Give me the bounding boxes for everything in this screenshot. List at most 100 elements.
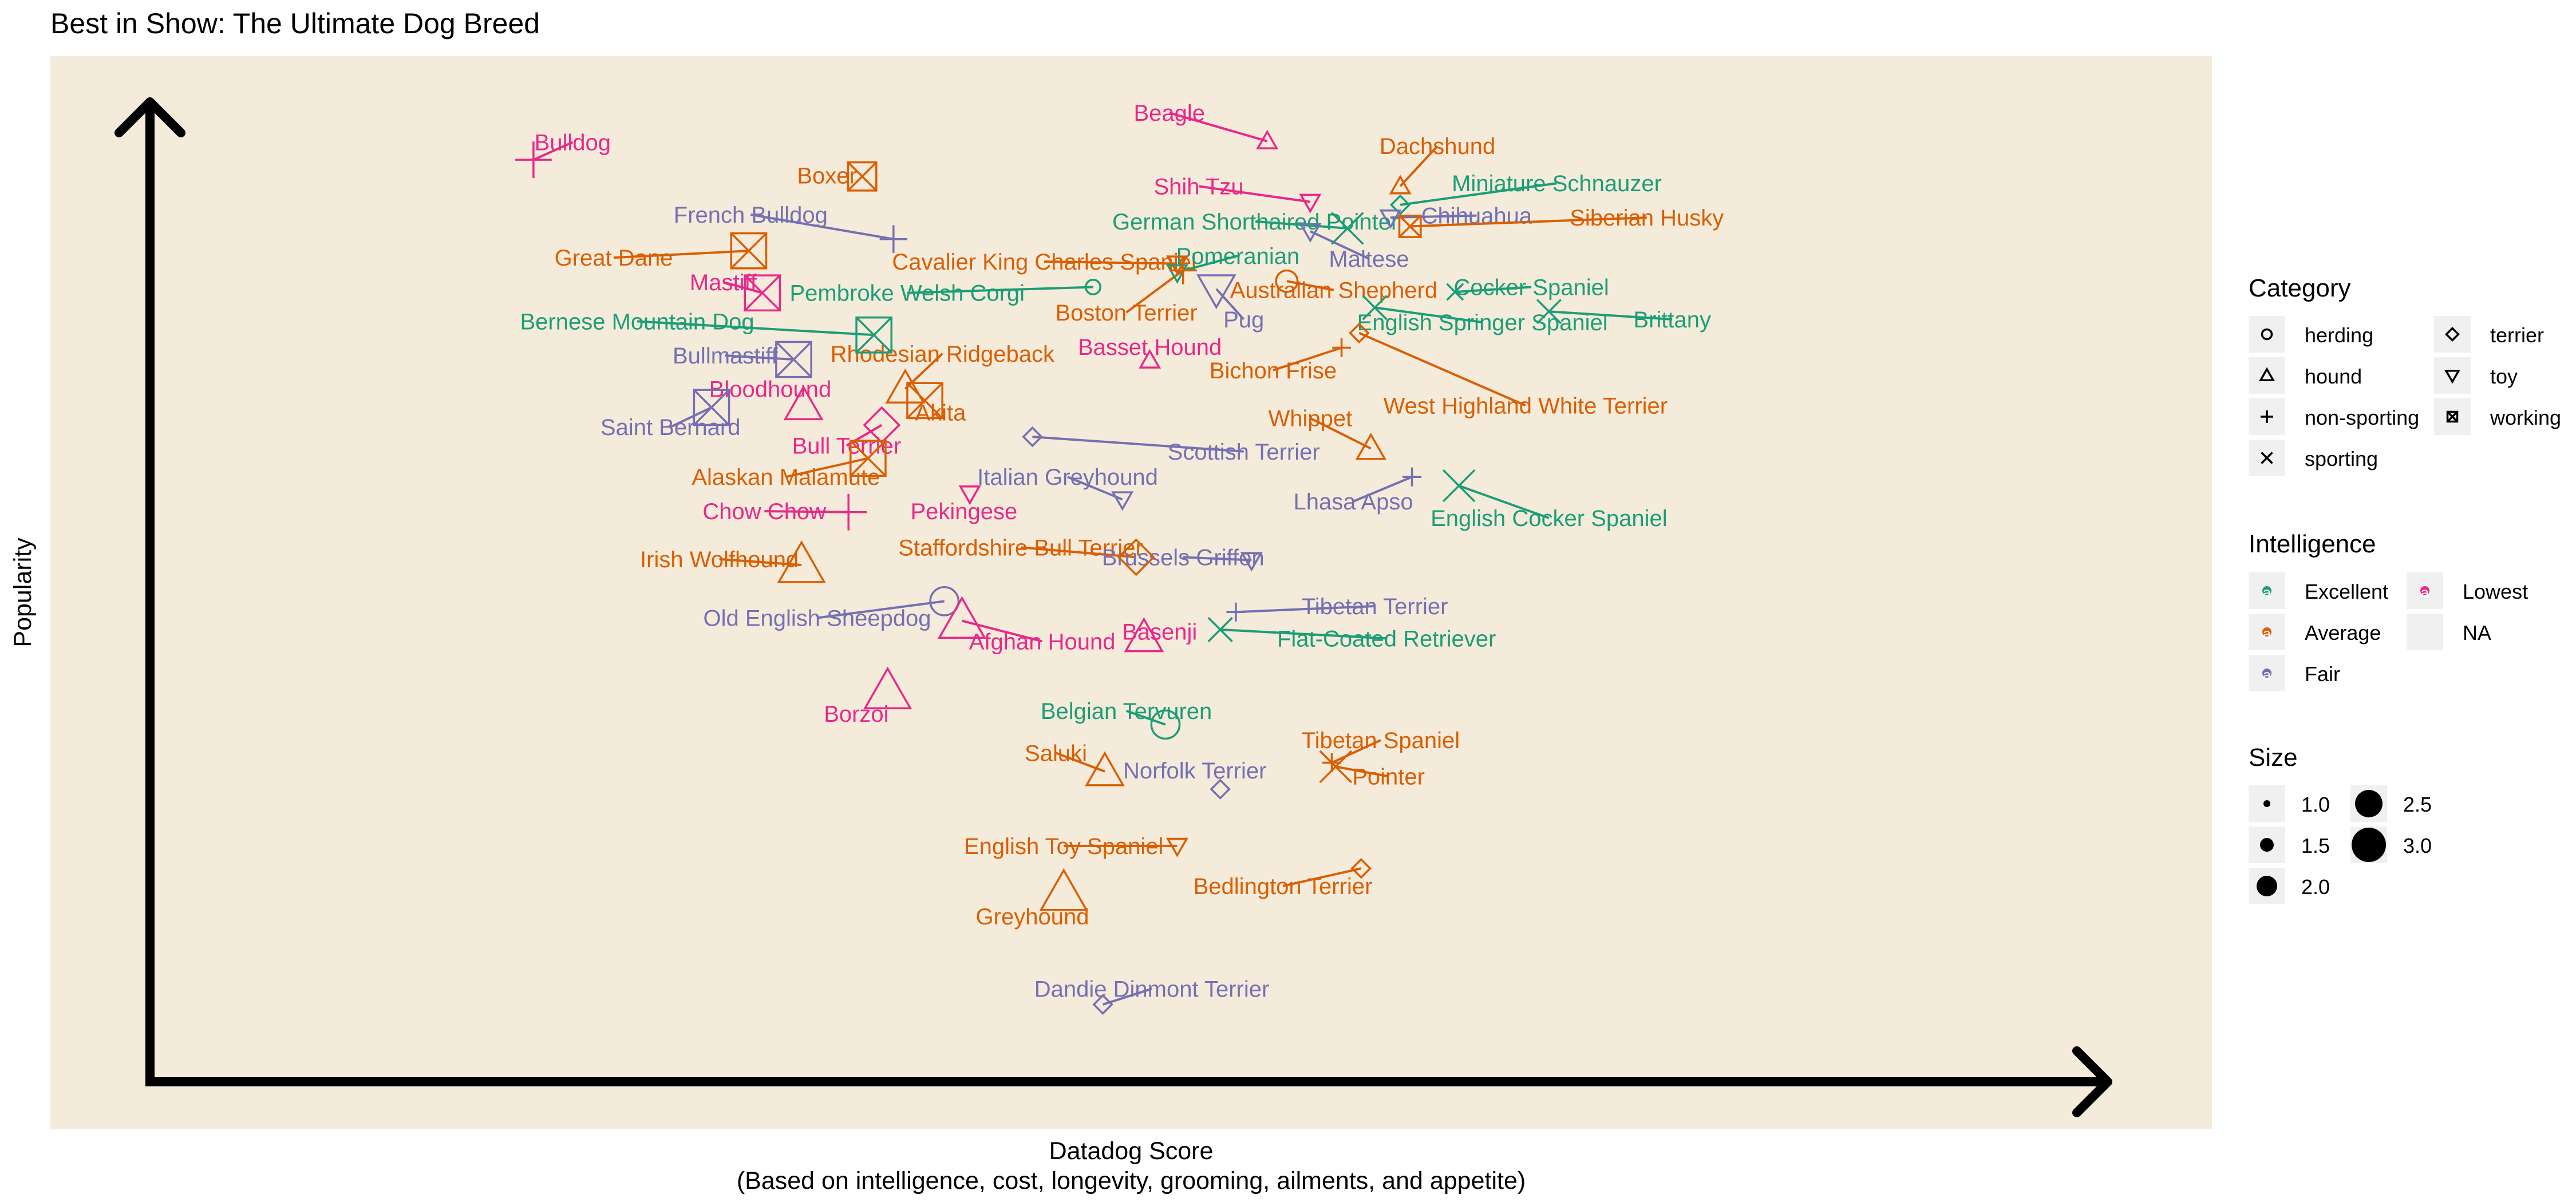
leader-line-french-bulldog [750, 213, 894, 240]
point-boston-terrier [1169, 256, 1197, 284]
point-label-pekingese: Pekingese [910, 499, 1017, 524]
legend-intelligence-title: Intelligence [2249, 530, 2376, 558]
point-label-mastiff: Mastiff [690, 270, 757, 295]
point-label-bernese-mountain-dog: Bernese Mountain Dog [520, 309, 754, 334]
legend-herding-icon [2261, 328, 2273, 341]
legend-intelligence-label-average: Average [2305, 621, 2381, 645]
legend-fair-swatch [2262, 669, 2271, 678]
point-label-basenji: Basenji [1122, 619, 1197, 645]
point-tibetan-terrier [1226, 602, 1246, 622]
leader-line-scottish-terrier [1032, 436, 1244, 453]
point-label-saluki: Saluki [1025, 741, 1087, 766]
legend-working-icon [2446, 410, 2459, 423]
point-greyhound [1039, 868, 1088, 911]
point-pekingese [958, 485, 981, 505]
point-dandie-dinmont-terrier [1092, 994, 1113, 1015]
legend-size-label-1-0: 1.0 [2301, 793, 2330, 816]
legend: Category herding terrier hound toy non-sporti… [2249, 274, 2561, 904]
legend-intelligence-label-na: NA [2463, 621, 2491, 645]
point-label-dandie-dinmont-terrier: Dandie Dinmont Terrier [1034, 977, 1270, 1002]
leader-line-bernese-mountain-dog [637, 320, 874, 337]
point-bloodhound [783, 385, 824, 421]
point-alaskan-malamute [850, 440, 887, 477]
legend-category-key-herding [2249, 316, 2285, 353]
leader-line-bedlington-terrier [1282, 867, 1362, 887]
leader-line-bullmastiff [725, 354, 794, 361]
point-label-french-bulldog: French Bulldog [674, 203, 828, 228]
annotation-layer: Beagle Dachshund Miniature Schnauzer Shih T… [520, 101, 1724, 1006]
point-label-dachshund: Dachshund [1380, 134, 1495, 159]
point-label-chow-chow: Chow Chow [702, 499, 826, 524]
point-west-highland-white-terrier [1349, 322, 1370, 344]
point-bullmastiff [775, 341, 812, 378]
point-basenji [1124, 617, 1164, 653]
leader-line-cocker-spaniel [1455, 286, 1532, 294]
legend-size-title: Size [2249, 744, 2298, 772]
legend-intelligence-label-fair: Fair [2305, 662, 2340, 686]
point-siberian-husky [1398, 215, 1422, 238]
point-saint-bernard [693, 389, 730, 426]
leader-line-siberian-husky [1410, 216, 1647, 228]
chart-title: Best in Show: The Ultimate Dog Breed [50, 7, 540, 39]
point-label-great-dane: Great Dane [555, 246, 673, 271]
point-label-bull-terrier: Bull Terrier [792, 434, 901, 459]
leader-line-australian-shepherd [1286, 280, 1334, 291]
legend-category-key-toy [2434, 357, 2471, 394]
legend-category-label-hound: hound [2305, 365, 2362, 388]
point-label-basset-hound: Basset Hound [1078, 335, 1222, 360]
point-shih-tzu [1299, 193, 1322, 213]
point-basset-hound [1139, 349, 1161, 369]
leader-line-beagle [1169, 112, 1268, 143]
point-lhasa-apso [1402, 467, 1422, 487]
legend-category-label-sporting: sporting [2305, 447, 2378, 470]
point-belgian-tervuren [1150, 709, 1181, 740]
point-label-bullmastiff: Bullmastiff [673, 343, 779, 369]
point-cocker-spaniel [1446, 283, 1464, 301]
point-label-boston-terrier: Boston Terrier [1055, 300, 1197, 326]
leader-line-italian-greyhound [1067, 476, 1123, 501]
legend-category-label-working: working [2490, 406, 2561, 429]
point-irish-wolfhound [777, 540, 826, 583]
point-english-toy-spaniel [1165, 837, 1188, 857]
point-pug [1196, 274, 1236, 310]
point-label-pomeranian: Pomeranian [1176, 244, 1300, 269]
point-label-flat-coated-retriever: Flat-Coated Retriever [1277, 626, 1496, 651]
leader-line-tibetan-terrier [1235, 604, 1375, 614]
point-afghan-hound [937, 596, 987, 639]
points-layer [515, 129, 1562, 1015]
leader-line-dandie-dinmont-terrier [1102, 987, 1152, 1006]
point-bull-terrier [863, 406, 901, 444]
point-bedlington-terrier [1350, 857, 1372, 879]
leader-line-lhasa-apso [1353, 476, 1413, 503]
legend-category-label-terrier: terrier [2490, 323, 2544, 347]
legend-size-1-5-dot [2260, 838, 2274, 852]
leader-line-mastiff [722, 281, 763, 294]
point-label-shih-tzu: Shih Tzu [1153, 174, 1243, 199]
point-label-cocker-spaniel: Cocker Spaniel [1453, 275, 1609, 300]
legend-category-label-herding: herding [2305, 323, 2373, 347]
point-pembroke-welsh-corgi [1084, 278, 1101, 295]
point-german-shorthaired-pointer [1331, 212, 1364, 245]
leader-line-west-highland-white-terrier [1358, 332, 1526, 407]
point-label-alaskan-malamute: Alaskan Malamute [692, 465, 880, 490]
leader-line-english-cocker-spaniel [1458, 484, 1550, 519]
legend-non-sporting-icon [2261, 410, 2273, 423]
point-label-pembroke-welsh-corgi: Pembroke Welsh Corgi [790, 281, 1025, 306]
point-brussels-griffon [1240, 552, 1263, 572]
point-flat-coated-retriever [1207, 616, 1233, 643]
point-label-pug: Pug [1223, 307, 1264, 333]
point-miniature-schnauzer [1389, 194, 1411, 216]
leader-line-brussels-griffon [1183, 556, 1252, 562]
legend-fair-glyph: a [2263, 666, 2271, 683]
legend-intelligence-label-excellent: Excellent [2305, 580, 2388, 603]
point-great-dane [730, 232, 768, 270]
legend-category-key-hound [2249, 357, 2285, 394]
point-label-afghan-hound: Afghan Hound [969, 630, 1116, 655]
point-label-greyhound: Greyhound [976, 904, 1089, 930]
legend-category-label-toy: toy [2490, 365, 2518, 388]
leader-line-pembroke-welsh-corgi [907, 286, 1093, 294]
point-label-old-english-sheepdog: Old English Sheepdog [703, 606, 931, 631]
point-saluki [1085, 751, 1125, 786]
leader-line-tibetan-spaniel [1331, 739, 1381, 764]
point-label-akita: Akita [915, 400, 966, 425]
